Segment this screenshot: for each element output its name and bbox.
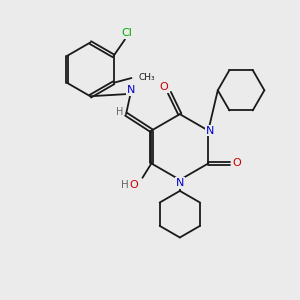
- Text: O: O: [232, 158, 241, 168]
- Text: Cl: Cl: [121, 28, 132, 38]
- Text: N: N: [206, 126, 214, 136]
- Text: H: H: [121, 180, 128, 190]
- Text: N: N: [176, 178, 184, 188]
- Text: H: H: [116, 107, 123, 117]
- Text: CH₃: CH₃: [139, 73, 155, 82]
- Text: O: O: [129, 180, 138, 190]
- Text: N: N: [127, 85, 135, 95]
- Text: O: O: [160, 82, 168, 92]
